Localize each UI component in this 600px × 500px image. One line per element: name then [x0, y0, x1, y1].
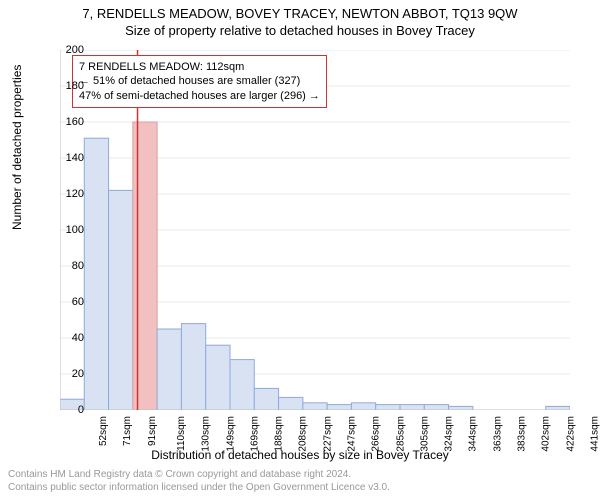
y-tick-label: 60: [54, 296, 84, 308]
y-tick-label: 0: [54, 404, 84, 416]
x-tick-label: 91sqm: [147, 416, 158, 446]
annotation-line-1: 7 RENDELLS MEADOW: 112sqm: [79, 60, 320, 74]
x-tick-label: 383sqm: [517, 416, 528, 452]
x-tick-label: 149sqm: [225, 416, 236, 452]
x-tick-label: 71sqm: [122, 416, 133, 446]
x-tick-label: 441sqm: [589, 416, 600, 452]
y-axis-label: Number of detached properties: [10, 65, 24, 230]
x-tick-label: 363sqm: [492, 416, 503, 452]
y-tick-label: 180: [54, 80, 84, 92]
y-tick-label: 40: [54, 332, 84, 344]
annotation-line-2: ← 51% of detached houses are smaller (32…: [79, 74, 320, 88]
x-tick-label: 52sqm: [98, 416, 109, 446]
y-tick-label: 200: [54, 44, 84, 56]
footer: Contains HM Land Registry data © Crown c…: [0, 464, 600, 500]
x-tick-label: 402sqm: [541, 416, 552, 452]
x-tick-label: 227sqm: [322, 416, 333, 452]
y-tick-label: 80: [54, 260, 84, 272]
x-tick-label: 344sqm: [468, 416, 479, 452]
x-tick-label: 266sqm: [371, 416, 382, 452]
y-tick-label: 120: [54, 188, 84, 200]
footer-line-1: Contains HM Land Registry data © Crown c…: [8, 468, 592, 481]
x-tick-label: 188sqm: [274, 416, 285, 452]
y-tick-label: 20: [54, 368, 84, 380]
footer-line-2: Contains public sector information licen…: [8, 481, 592, 494]
annotation-box: 7 RENDELLS MEADOW: 112sqm ← 51% of detac…: [72, 55, 327, 108]
x-tick-label: 247sqm: [347, 416, 358, 452]
x-tick-label: 130sqm: [201, 416, 212, 452]
y-tick-label: 140: [54, 152, 84, 164]
x-tick-label: 110sqm: [176, 416, 187, 451]
x-tick-label: 285sqm: [395, 416, 406, 452]
y-tick-label: 100: [54, 224, 84, 236]
x-tick-label: 305sqm: [419, 416, 430, 452]
y-tick-label: 160: [54, 116, 84, 128]
x-tick-label: 422sqm: [565, 416, 576, 452]
annotation-line-3: 47% of semi-detached houses are larger (…: [79, 89, 320, 103]
x-tick-label: 324sqm: [444, 416, 455, 452]
x-tick-label: 169sqm: [249, 416, 260, 452]
page-title: 7, RENDELLS MEADOW, BOVEY TRACEY, NEWTON…: [0, 0, 600, 21]
x-tick-label: 208sqm: [298, 416, 309, 452]
page-subtitle: Size of property relative to detached ho…: [0, 21, 600, 38]
